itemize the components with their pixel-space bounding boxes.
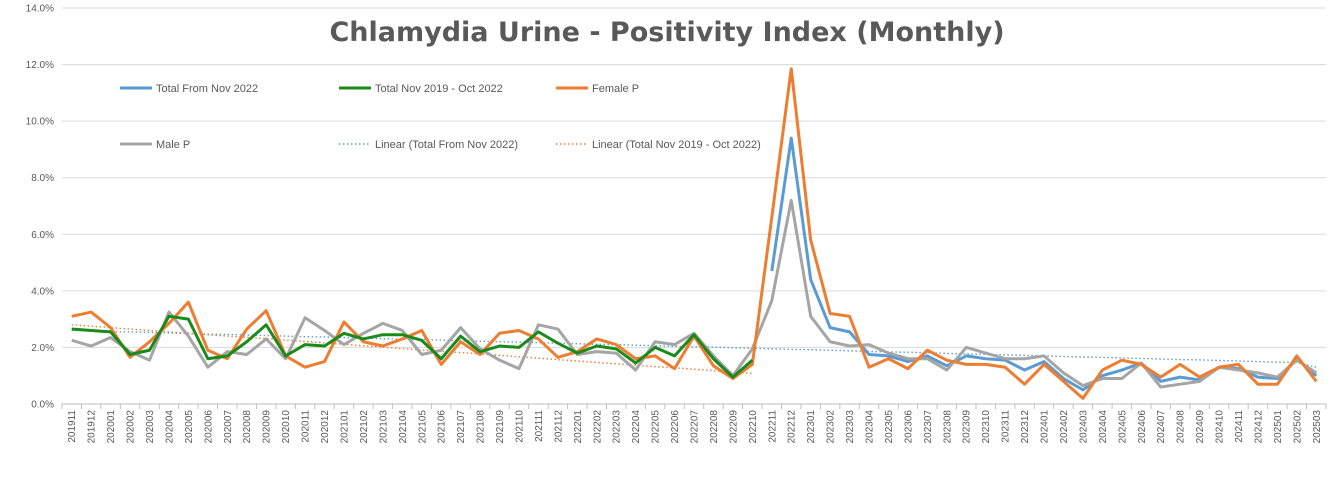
legend-label-4: Linear (Total From Nov 2022) (375, 139, 518, 151)
x-tick-label: 202001 (106, 410, 117, 444)
series-line-2 (71, 67, 1318, 400)
x-tick-label: 202303 (845, 410, 856, 444)
x-tick-label: 202304 (865, 410, 876, 444)
x-tick-label: 202203 (612, 410, 623, 444)
x-tick-label: 202305 (884, 410, 895, 444)
x-tick-label: 202104 (398, 410, 409, 444)
y-tick-label: 10.0% (26, 117, 54, 128)
x-tick-label: 202307 (923, 410, 934, 444)
x-tick-label: 202011 (301, 410, 312, 443)
x-tick-label: 202007 (223, 410, 234, 444)
x-tick-label: 202309 (962, 410, 973, 444)
x-tick-label: 202003 (145, 410, 156, 444)
x-tick-label: 202012 (320, 410, 331, 444)
x-tick-label: 202208 (709, 410, 720, 444)
x-tick-label: 202410 (1215, 410, 1226, 444)
legend: Total From Nov 2022 Total Nov 2019 - Oct … (120, 83, 761, 151)
x-tick-label: 202005 (184, 410, 195, 444)
x-tick-label: 202204 (631, 410, 642, 444)
series-line-3 (71, 198, 1318, 389)
x-tick-label: 202103 (378, 410, 389, 444)
x-tick-label: 202206 (670, 410, 681, 444)
y-tick-label: 6.0% (31, 230, 54, 241)
legend-label-0: Total From Nov 2022 (156, 83, 258, 95)
x-tick-label: 202408 (1176, 410, 1187, 444)
x-tick-label: 202201 (573, 410, 584, 444)
x-tick-label: 202107 (456, 410, 467, 444)
x-tick-label: 202401 (1040, 410, 1051, 444)
x-tick-label: 202010 (281, 410, 292, 444)
y-tick-label: 12.0% (26, 60, 54, 71)
x-tick-label: 202402 (1059, 410, 1070, 444)
x-tick-label: 202407 (1156, 410, 1167, 444)
x-tick-label: 201912 (87, 410, 98, 444)
x-tick-label: 202412 (1253, 410, 1264, 444)
x-tick-label: 202211 (767, 410, 778, 443)
x-tick-label: 202404 (1098, 410, 1109, 444)
y-tick-label: 2.0% (31, 343, 54, 354)
x-tick-label: 202209 (728, 410, 739, 444)
x-tick-label: 202306 (903, 410, 914, 444)
x-tick-label: 202108 (476, 410, 487, 444)
x-tick-label: 202403 (1078, 410, 1089, 444)
x-tick-label: 202111 (534, 410, 545, 442)
y-tick-label: 8.0% (31, 173, 54, 184)
x-tick-label: 202105 (417, 410, 428, 444)
x-tick-label: 202008 (242, 410, 253, 444)
y-tick-label: 4.0% (31, 286, 54, 297)
x-tick-label: 202110 (514, 410, 525, 443)
x-tick-label: 202009 (262, 410, 273, 444)
legend-label-2: Female P (592, 83, 639, 95)
x-tick-label: 202004 (164, 410, 175, 444)
x-tick-label: 202205 (651, 410, 662, 444)
legend-label-1: Total Nov 2019 - Oct 2022 (375, 83, 503, 95)
x-tick-label: 202310 (981, 410, 992, 444)
x-tick-label: 202212 (787, 410, 798, 444)
x-tick-label: 202102 (359, 410, 370, 444)
x-tick-label: 202312 (1020, 410, 1031, 444)
x-tick-label: 202409 (1195, 410, 1206, 444)
x-tick-label: 202501 (1273, 410, 1284, 444)
y-tick-label: 14.0% (26, 4, 54, 15)
chart-title: Chlamydia Urine - Positivity Index (Mont… (329, 17, 1004, 48)
x-axis: 201911 201912 202001 202002 202003 202004 2020… (61, 404, 1327, 444)
x-tick-label: 202411 (1234, 410, 1245, 443)
legend-label-5: Linear (Total Nov 2019 - Oct 2022) (592, 139, 761, 151)
x-tick-label: 202106 (437, 410, 448, 444)
x-tick-label: 202002 (126, 410, 137, 444)
x-tick-label: 202405 (1117, 410, 1128, 444)
x-tick-label: 202406 (1137, 410, 1148, 444)
x-tick-label: 202502 (1292, 410, 1303, 444)
x-tick-label: 202308 (942, 410, 953, 444)
x-tick-label: 202112 (553, 410, 564, 443)
y-tick-label: 0.0% (31, 400, 54, 411)
x-tick-label: 202503 (1312, 410, 1323, 444)
x-tick-label: 202302 (826, 410, 837, 444)
legend-label-3: Male P (156, 139, 190, 151)
x-tick-label: 202006 (203, 410, 214, 444)
x-tick-label: 202109 (495, 410, 506, 444)
series-group (71, 67, 1318, 400)
x-tick-label: 202311 (1001, 410, 1012, 443)
grid (62, 7, 1326, 405)
series-line-1 (71, 314, 754, 379)
x-tick-label: 202101 (339, 410, 350, 444)
x-tick-label: 202207 (690, 410, 701, 444)
x-tick-label: 202210 (748, 410, 759, 444)
x-tick-label: 202301 (806, 410, 817, 444)
x-tick-label: 202202 (592, 410, 603, 444)
series-line-0 (770, 136, 1318, 392)
x-tick-label: 201911 (67, 410, 78, 443)
y-axis: 0.0% 2.0% 4.0% 6.0% 8.0% 10.0% 12.0% 14.0% (26, 4, 54, 411)
